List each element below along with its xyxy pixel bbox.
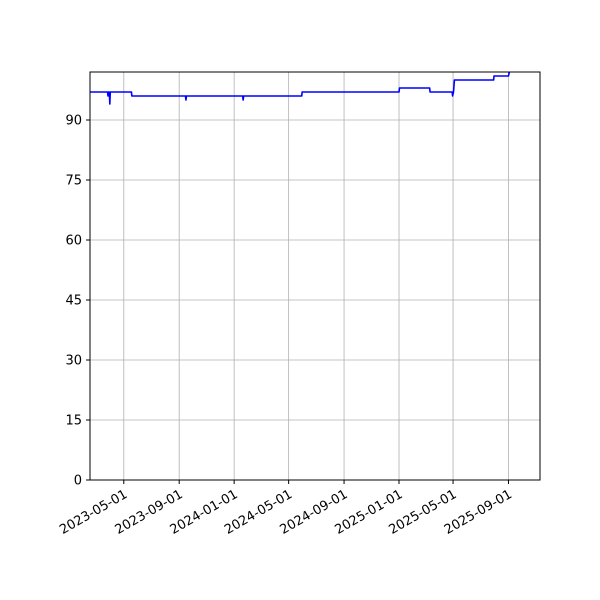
y-tick-label: 60: [65, 234, 82, 249]
series-layer: [90, 71, 511, 105]
y-tick-label: 0: [74, 474, 82, 489]
plot-frame: [89, 71, 541, 481]
y-tick-label: 30: [65, 354, 82, 369]
y-tick-label: 90: [65, 114, 82, 129]
y-tick-label: 75: [65, 174, 82, 189]
series-line: [90, 71, 511, 105]
tick-layer: 01530456075902023-05-012023-09-012024-01…: [57, 114, 515, 538]
y-tick-label: 15: [65, 414, 82, 429]
y-tick-label: 45: [65, 294, 82, 309]
grid: [90, 72, 540, 481]
